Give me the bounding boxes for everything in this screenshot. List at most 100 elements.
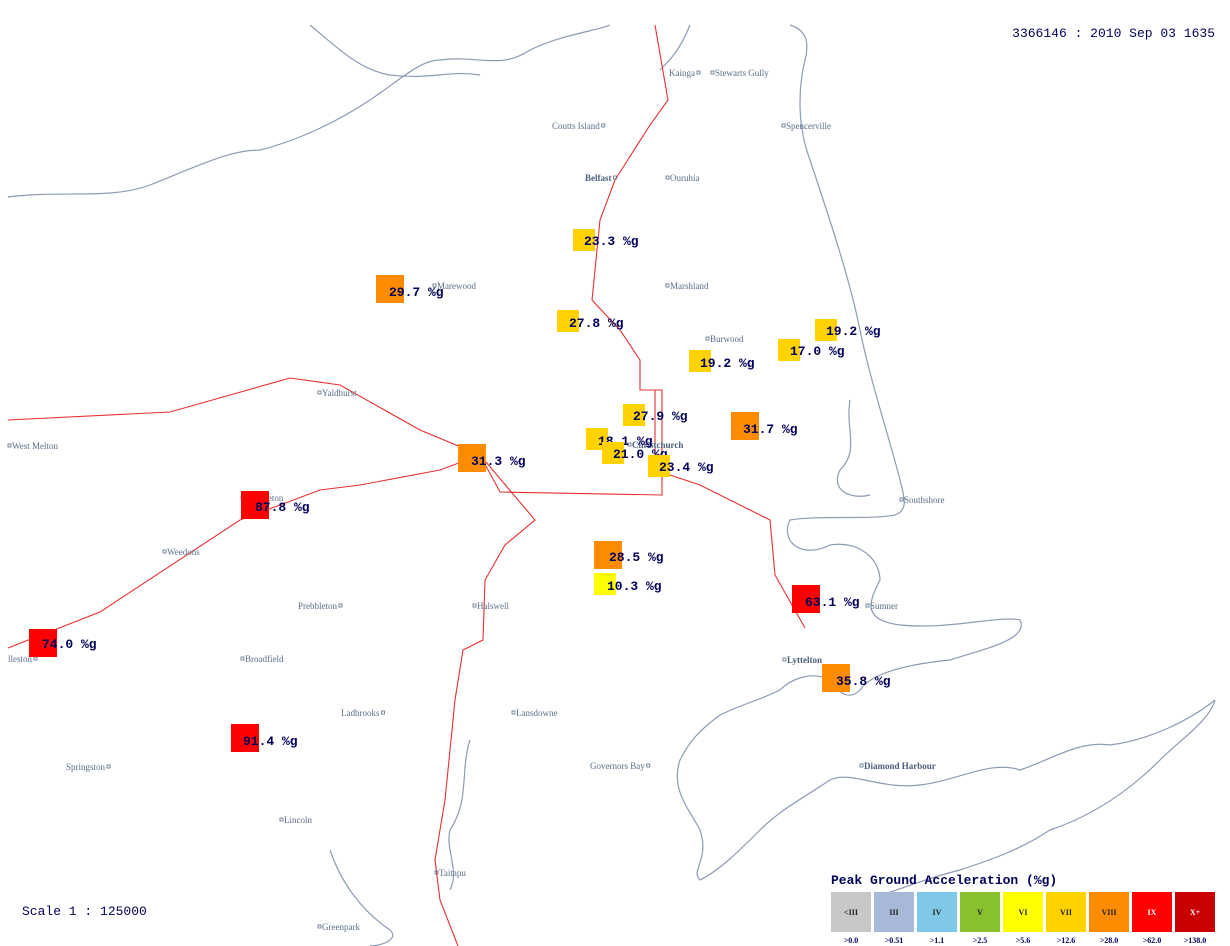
station-label: 31.7 %g (743, 422, 798, 437)
place-marker (381, 710, 385, 715)
place-label: Halswell (477, 601, 509, 611)
station-label: 31.3 %g (471, 454, 526, 469)
place-label: Lincoln (284, 815, 312, 825)
place-marker (240, 656, 245, 661)
place-label: Belfast (585, 173, 612, 183)
event-id: 3366146 : 2010 Sep 03 1635 (1012, 26, 1215, 41)
station-label: 35.8 %g (836, 674, 891, 689)
station-label: 19.2 %g (700, 356, 755, 371)
place-label: Diamond Harbour (864, 761, 936, 771)
legend-threshold: >12.6 (1057, 936, 1076, 945)
coast (676, 24, 1216, 881)
place-marker (338, 603, 343, 608)
station-label: 29.7 %g (389, 285, 444, 300)
place-marker (317, 924, 322, 929)
place-label: Broadfield (245, 654, 284, 664)
station-marker (458, 444, 486, 472)
legend-label: VIII (1101, 908, 1116, 917)
station-marker (689, 350, 711, 372)
station-marker (778, 339, 800, 361)
place-marker (627, 442, 632, 447)
station-marker (594, 573, 616, 595)
station-label: 28.5 %g (609, 550, 664, 565)
station-marker (241, 491, 269, 519)
place-marker (865, 603, 870, 608)
legend-swatch (917, 892, 957, 932)
place-label: Sumner (870, 601, 898, 611)
station-marker (792, 585, 820, 613)
legend-swatch (831, 892, 871, 932)
legend-label: IX (1148, 908, 1157, 917)
station-marker (623, 404, 645, 426)
station-label: 63.1 %g (805, 595, 860, 610)
station-label: 19.2 %g (826, 324, 881, 339)
place-label: Greenpark (322, 922, 360, 932)
station-marker (29, 629, 57, 657)
coast (448, 739, 471, 891)
place-label: Marshland (670, 281, 709, 291)
place-label: Lyttelton (787, 655, 822, 665)
station-label: 23.4 %g (659, 460, 714, 475)
station-marker (602, 442, 624, 464)
station-marker (376, 275, 404, 303)
place-label: Governors Bay (590, 761, 645, 771)
station-marker (573, 229, 595, 251)
place-marker (899, 497, 904, 502)
station-marker (815, 319, 837, 341)
place-label: Lansdowne (516, 708, 558, 718)
place-label: Stewarts Gully (715, 68, 769, 78)
scale: Scale 1 : 125000 (22, 904, 147, 919)
place-marker (601, 123, 606, 128)
place-marker (511, 710, 516, 715)
station-label: 91.4 %g (243, 734, 298, 749)
station-marker (557, 310, 579, 332)
station-label: 87.8 %g (255, 500, 310, 515)
legend-swatch (1132, 892, 1172, 932)
place-marker (472, 603, 477, 608)
place-label: Kainga (669, 68, 695, 78)
place-marker (665, 283, 670, 288)
station-label: 23.3 %g (584, 234, 639, 249)
place-marker (696, 70, 701, 75)
legend-swatch (960, 892, 1000, 932)
place-label: Southshore (904, 495, 945, 505)
legend-title: Peak Ground Acceleration (%g) (831, 873, 1057, 888)
legend-label: X+ (1190, 908, 1201, 917)
station-label: 10.3 %g (607, 579, 662, 594)
place-label: Ouruhia (670, 173, 700, 183)
place-marker (859, 763, 864, 768)
place-marker (106, 764, 111, 769)
station-label: 27.8 %g (569, 316, 624, 331)
place-label: Weedons (167, 547, 200, 557)
station-label: 27.9 %g (633, 409, 688, 424)
place-marker (665, 175, 670, 180)
place-marker (613, 175, 617, 180)
road (7, 377, 536, 946)
place-label: Springston (66, 762, 106, 772)
legend-threshold: >5.6 (1016, 936, 1031, 945)
place-marker (33, 656, 38, 661)
coast (659, 24, 691, 71)
place-marker (781, 123, 786, 128)
place-label: Coutts Island (552, 121, 600, 131)
station-label: 17.0 %g (790, 344, 845, 359)
legend-swatch (1003, 892, 1043, 932)
place-label: Yaldhurst (322, 388, 357, 398)
station-marker (231, 724, 259, 752)
place-label: Prebbleton (298, 601, 337, 611)
legend-threshold: >62.0 (1143, 936, 1162, 945)
legend-swatch (1046, 892, 1086, 932)
legend-threshold: >0.51 (885, 936, 904, 945)
place-marker (7, 443, 12, 448)
legend-label: VII (1060, 908, 1072, 917)
place-label: Spencerville (786, 121, 831, 131)
place-label: West Melton (12, 441, 59, 451)
estuary (836, 399, 871, 497)
road (7, 24, 669, 649)
place-marker (782, 657, 787, 662)
place-marker (317, 390, 322, 395)
place-marker (710, 70, 715, 75)
legend-swatch (1175, 892, 1215, 932)
place-label: Taitapu (439, 868, 466, 878)
